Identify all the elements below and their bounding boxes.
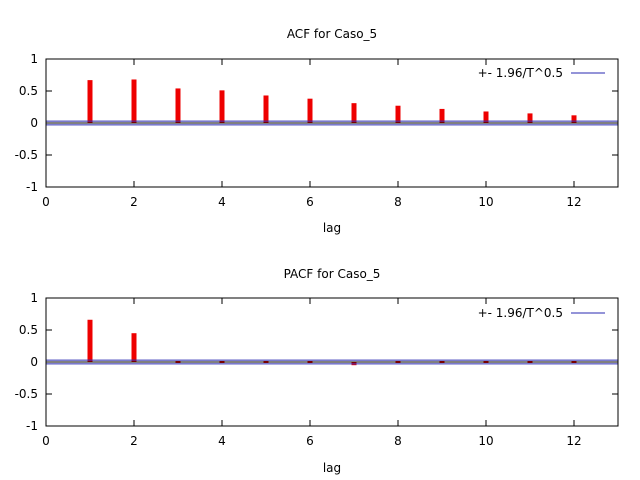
- pacf-legend: +- 1.96/T^0.5: [478, 306, 605, 320]
- acf-xtick-label: 4: [218, 195, 226, 209]
- acf-axes: 1 0.5 0 -0.5 -1 0 2 4 6 8 10 12: [15, 52, 619, 209]
- acf-bar-lag-3: [175, 88, 181, 123]
- acf-bar-lag-12: [571, 115, 577, 123]
- pacf-xtick-label: 4: [218, 434, 226, 448]
- pacf-xtick-label: 6: [306, 434, 314, 448]
- acf-bar-lag-2: [131, 79, 137, 123]
- acf-confidence-band: [46, 120, 618, 126]
- acf-xtick-label: 2: [130, 195, 138, 209]
- acf-xlabel: lag: [323, 221, 341, 235]
- pacf-ytick-label: -0.5: [15, 387, 38, 401]
- pacf-xtick-label: 2: [130, 434, 138, 448]
- pacf-axes: 1 0.5 0 -0.5 -1 0 2 4 6 8 10 12: [15, 291, 619, 448]
- acf-legend-label: +- 1.96/T^0.5: [478, 66, 563, 80]
- acf-ytick-label: 1: [30, 52, 38, 66]
- acf-legend: +- 1.96/T^0.5: [478, 66, 605, 80]
- acf-xtick-label: 8: [394, 195, 402, 209]
- acf-xtick-label: 10: [478, 195, 493, 209]
- acf-bar-lag-1: [87, 80, 93, 123]
- acf-ytick-label: -1: [26, 180, 38, 194]
- pacf-ytick-label: 0: [30, 355, 38, 369]
- pacf-confidence-band: [46, 359, 618, 365]
- acf-title: ACF for Caso_5: [287, 27, 377, 41]
- acf-bar-lag-4: [219, 90, 225, 123]
- acf-ytick-label: -0.5: [15, 148, 38, 162]
- acf-xtick-label: 0: [42, 195, 50, 209]
- acf-ytick-label: 0: [30, 116, 38, 130]
- acf-panel: ACF for Caso_5 1 0.5 0 -0.5 -1 0 2 4 6 8 10 12 +- 1…: [15, 27, 619, 235]
- pacf-bar-lag-2: [131, 333, 137, 362]
- pacf-title: PACF for Caso_5: [284, 267, 381, 281]
- pacf-xtick-label: 12: [566, 434, 581, 448]
- acf-bar-lag-9: [439, 108, 445, 123]
- pacf-ytick-label: 1: [30, 291, 38, 305]
- pacf-bars: [87, 319, 577, 366]
- pacf-xtick-label: 8: [394, 434, 402, 448]
- acf-bars: [87, 79, 577, 123]
- pacf-legend-label: +- 1.96/T^0.5: [478, 306, 563, 320]
- pacf-bar-lag-1: [87, 319, 93, 362]
- pacf-ytick-label: -1: [26, 419, 38, 433]
- pacf-xtick-label: 10: [478, 434, 493, 448]
- pacf-xtick-label: 0: [42, 434, 50, 448]
- acf-bar-lag-10: [483, 111, 489, 123]
- acf-bar-lag-7: [351, 103, 357, 123]
- acf-bar-lag-8: [395, 105, 401, 123]
- pacf-panel: PACF for Caso_5 1 0.5 0 -0.5 -1 0 2 4 6 8 10 12 +- …: [15, 267, 619, 475]
- pacf-xlabel: lag: [323, 461, 341, 475]
- acf-ytick-label: 0.5: [19, 84, 38, 98]
- pacf-ytick-label: 0.5: [19, 323, 38, 337]
- acf-xtick-label: 12: [566, 195, 581, 209]
- acf-bar-lag-6: [307, 98, 313, 123]
- acf-bar-lag-11: [527, 113, 533, 123]
- acf-xtick-label: 6: [306, 195, 314, 209]
- acf-bar-lag-5: [263, 95, 269, 123]
